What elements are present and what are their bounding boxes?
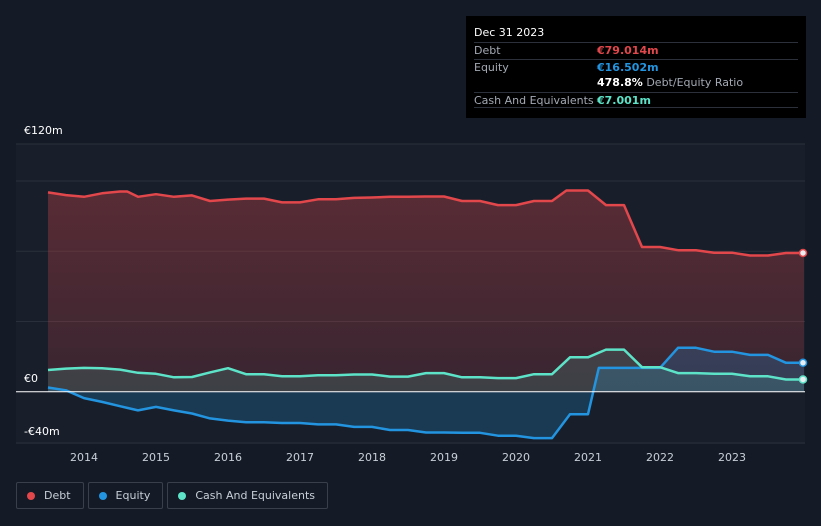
tooltip-equity-value: €16.502m xyxy=(597,60,659,74)
legend-cash-label: Cash And Equivalents xyxy=(195,489,315,502)
tooltip-cash-value: €7.001m xyxy=(597,93,651,107)
cash-area xyxy=(48,349,804,392)
tooltip-ratio-label: Debt/Equity Ratio xyxy=(646,76,744,89)
legend-debt[interactable]: Debt xyxy=(16,482,84,509)
cash-line xyxy=(47,348,804,381)
equity-area xyxy=(48,347,804,439)
equity-endpoint-marker[interactable] xyxy=(798,358,808,368)
series-areas xyxy=(48,190,804,439)
tooltip-ratio-row: 478.8% Debt/Equity Ratio xyxy=(474,75,798,92)
y-axis-labels: €120m €0 -€40m xyxy=(24,124,63,438)
tooltip-equity-label: Equity xyxy=(474,60,509,74)
x-tick-label: 2014 xyxy=(70,451,98,464)
tooltip-debt-value: €79.014m xyxy=(597,44,659,57)
legend-debt-label: Debt xyxy=(44,489,71,502)
legend: Debt Equity Cash And Equivalents xyxy=(16,482,328,509)
legend-cash[interactable]: Cash And Equivalents xyxy=(167,482,328,509)
data-tooltip: Dec 31 2023 Debt €79.014m Equity €16.502… xyxy=(466,16,806,118)
debt-line xyxy=(47,189,804,257)
tooltip-ratio-value: 478.8% xyxy=(597,76,643,89)
x-tick-label: 2015 xyxy=(142,451,170,464)
legend-debt-dot-icon xyxy=(27,491,35,500)
y-tick-label: -€40m xyxy=(24,425,60,438)
series-lines xyxy=(47,189,804,440)
x-axis-labels: 2014 2015 2016 2017 2018 2019 2020 2021 2022 2023 xyxy=(70,451,746,464)
x-tick-label: 2017 xyxy=(286,451,314,464)
x-tick-label: 2019 xyxy=(430,451,458,464)
legend-equity[interactable]: Equity xyxy=(87,482,164,509)
tooltip-date: Dec 31 2023 xyxy=(474,26,545,39)
debt-endpoint-marker[interactable] xyxy=(798,248,808,258)
x-tick-label: 2016 xyxy=(214,451,242,464)
tooltip-debt-row: Debt €79.014m xyxy=(474,42,798,59)
legend-cash-dot-icon xyxy=(178,491,187,500)
tooltip-equity-row: Equity €16.502m xyxy=(474,58,798,76)
tooltip-cash-row: Cash And Equivalents €7.001m xyxy=(474,91,798,108)
cash-endpoint-marker[interactable] xyxy=(798,375,808,384)
legend-equity-label: Equity xyxy=(115,489,151,502)
y-tick-label: €120m xyxy=(24,124,63,137)
series-endpoints xyxy=(798,248,808,384)
x-tick-label: 2022 xyxy=(646,451,674,464)
tooltip-debt-label: Debt xyxy=(474,44,501,57)
tooltip-cash-label: Cash And Equivalents xyxy=(474,93,594,107)
legend-equity-dot-icon xyxy=(98,491,107,500)
x-tick-label: 2020 xyxy=(502,451,530,464)
equity-line xyxy=(47,346,804,440)
debt-area xyxy=(48,190,804,392)
y-tick-label: €0 xyxy=(24,372,38,385)
x-tick-label: 2018 xyxy=(358,451,386,464)
x-tick-label: 2021 xyxy=(574,451,602,464)
x-tick-label: 2023 xyxy=(718,451,746,464)
